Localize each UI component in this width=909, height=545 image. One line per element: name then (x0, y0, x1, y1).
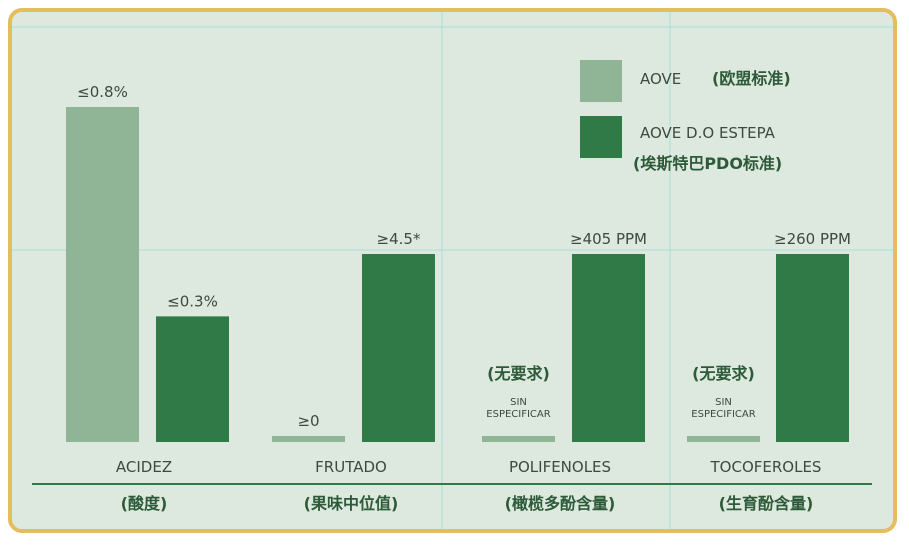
bar-label-dop: ≥4.5* (377, 230, 421, 248)
bar-label-dop: ≥260 PPM (774, 230, 851, 248)
category-label-cn: (果味中位值) (304, 494, 399, 513)
bar-dop-acidez (156, 316, 229, 442)
chart-frame: ≤0.3% ≤0.8% ACIDEZ (酸度) ≥4.5* ≥0 FRUTADO (果味中位值… (8, 8, 897, 533)
bar-dop-polifenoles (572, 254, 645, 442)
bar-label-aove: ≤0.8% (77, 83, 128, 101)
legend-swatch-aove (580, 60, 622, 102)
bar-aove-frutado (272, 436, 345, 442)
bar-aove-acidez (66, 107, 139, 442)
category-label: ACIDEZ (116, 458, 172, 476)
category-label: TOCOFEROLES (710, 458, 822, 476)
legend-label-aove-cn: (欧盟标准) (712, 69, 791, 88)
legend-label-dop: AOVE D.O ESTEPA (640, 124, 776, 142)
bar-aove-tocoferoles (687, 436, 760, 442)
category-label-cn: (生育酚含量) (719, 494, 814, 513)
category-label: POLIFENOLES (509, 458, 611, 476)
bar-label-dop: ≥405 PPM (570, 230, 647, 248)
category-label-cn: (橄榄多酚含量) (505, 494, 616, 513)
bar-label-dop: ≤0.3% (167, 292, 218, 310)
legend-label-aove: AOVE (640, 70, 681, 88)
bar-label-aove-cn: (无要求) (487, 364, 550, 383)
bar-aove-polifenoles (482, 436, 555, 442)
bar-label-aove: SIN ESPECIFICAR (691, 397, 755, 420)
legend-label-dop-cn: (埃斯特巴PDO标准) (633, 154, 782, 173)
legend-swatch-dop (580, 116, 622, 158)
category-label-cn: (酸度) (121, 494, 168, 513)
bar-label-aove: SIN ESPECIFICAR (486, 397, 550, 420)
bar-label-aove: ≥0 (297, 412, 319, 430)
category-label: FRUTADO (315, 458, 387, 476)
bar-label-aove-cn: (无要求) (692, 364, 755, 383)
bar-dop-tocoferoles (776, 254, 849, 442)
chart-canvas: ≤0.3% ≤0.8% ACIDEZ (酸度) ≥4.5* ≥0 FRUTADO (果味中位值… (12, 12, 893, 529)
bar-dop-frutado (362, 254, 435, 442)
